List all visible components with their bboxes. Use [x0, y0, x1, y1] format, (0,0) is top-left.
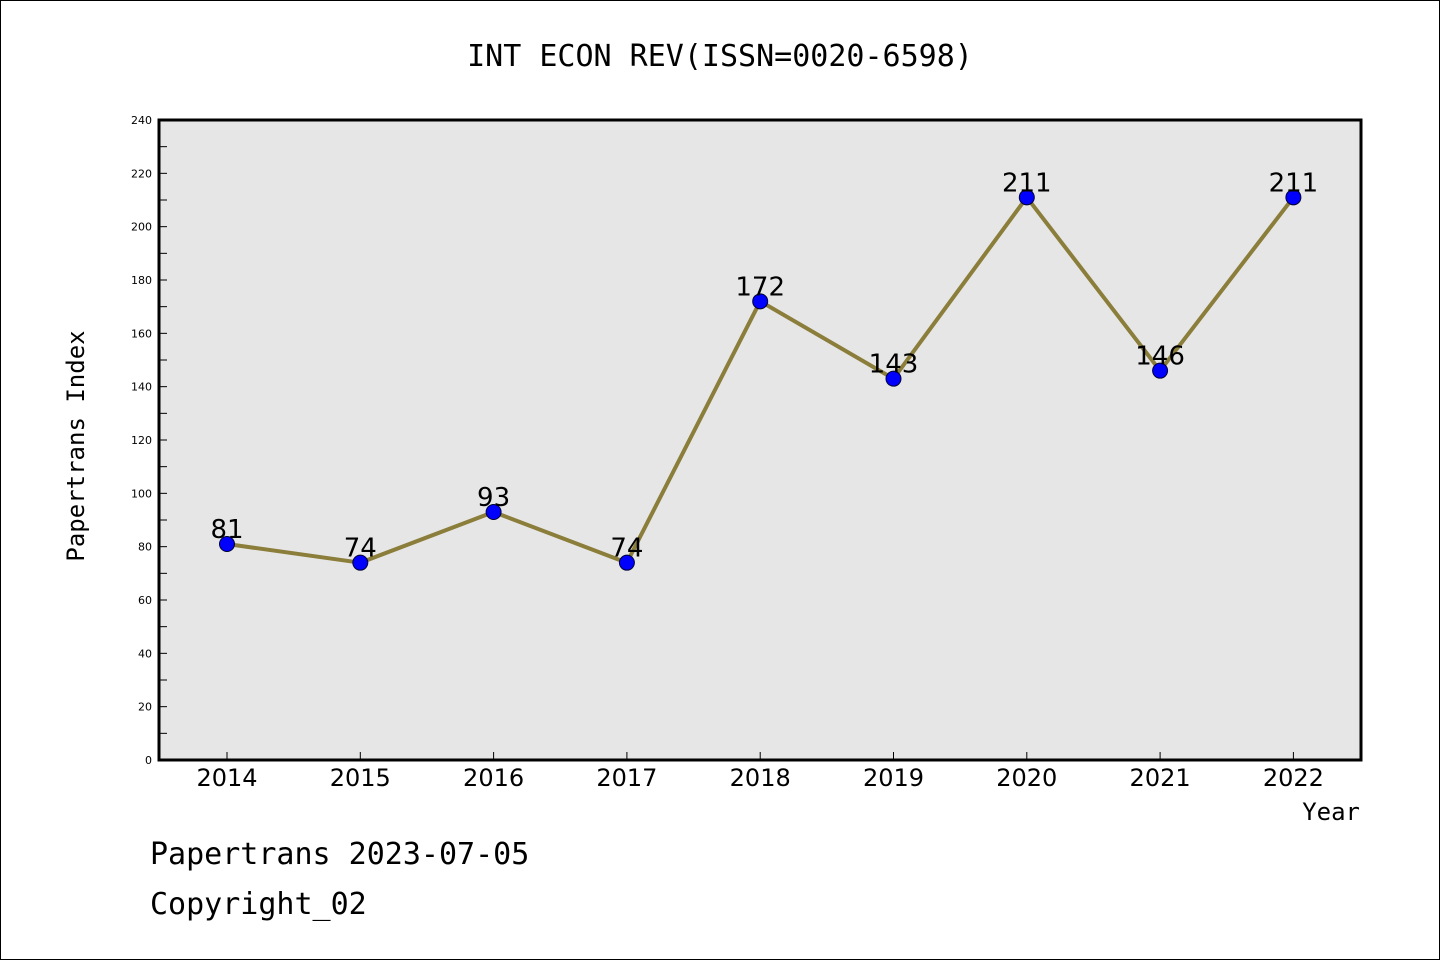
y-tick-label: 200	[131, 221, 152, 234]
x-axis-label: Year	[1302, 798, 1360, 826]
data-label: 172	[735, 272, 785, 302]
y-tick-label: 160	[131, 327, 152, 340]
data-point	[752, 293, 769, 310]
chart-title: INT ECON REV(ISSN=0020-6598)	[467, 39, 973, 74]
y-axis-ticks: 0 20 40 60 80 100 120 140 160 180 200 220 240	[131, 114, 167, 767]
y-tick-label: 40	[138, 647, 152, 660]
x-tick-label: 2017	[596, 764, 657, 792]
x-tick-label: 2018	[730, 764, 791, 792]
x-tick-label: 2016	[463, 764, 524, 792]
series-markers	[219, 189, 1302, 571]
data-point	[485, 504, 502, 520]
footer-copyright: Copyright_02	[150, 887, 367, 922]
x-tick-label: 2020	[996, 764, 1057, 792]
x-tick-label: 2021	[1130, 764, 1191, 792]
footer-date: Papertrans 2023-07-05	[150, 837, 529, 872]
data-point	[618, 554, 635, 571]
data-labels: 81 74 93 74 172 143 211 146 211	[210, 168, 1318, 563]
y-tick-label: 100	[131, 487, 152, 500]
y-tick-label: 120	[131, 434, 152, 447]
y-tick-label: 180	[131, 274, 152, 287]
y-tick-label: 80	[138, 541, 152, 554]
y-tick-label: 220	[131, 167, 152, 180]
data-label: 81	[210, 515, 243, 545]
y-tick-label: 140	[131, 381, 152, 394]
data-point	[352, 554, 369, 571]
plot-border	[157, 118, 1363, 762]
data-point	[1152, 362, 1169, 379]
data-label: 143	[869, 350, 919, 380]
y-tick-label: 20	[138, 701, 152, 714]
data-point	[1018, 189, 1035, 206]
data-label: 211	[1269, 168, 1319, 198]
y-axis-label: Papertrans Index	[62, 330, 90, 561]
data-label: 146	[1135, 342, 1185, 372]
x-tick-label: 2015	[330, 764, 391, 792]
x-tick-label: 2014	[196, 764, 257, 792]
data-point	[219, 536, 235, 552]
data-label: 74	[344, 534, 377, 564]
x-axis-ticks: 2014 2015 2016 2017 2018 2019 2020 2021 2022	[196, 752, 1324, 792]
data-label: 93	[477, 483, 510, 513]
y-tick-label: 240	[131, 114, 152, 127]
y-tick-label: 0	[145, 754, 152, 767]
data-label: 74	[610, 534, 643, 564]
data-point	[885, 370, 902, 387]
plot-area	[159, 120, 1361, 760]
x-tick-label: 2019	[863, 764, 924, 792]
y-tick-label: 60	[138, 594, 152, 607]
data-point	[1285, 189, 1302, 206]
x-tick-label: 2022	[1263, 764, 1324, 792]
data-label: 211	[1002, 168, 1052, 198]
